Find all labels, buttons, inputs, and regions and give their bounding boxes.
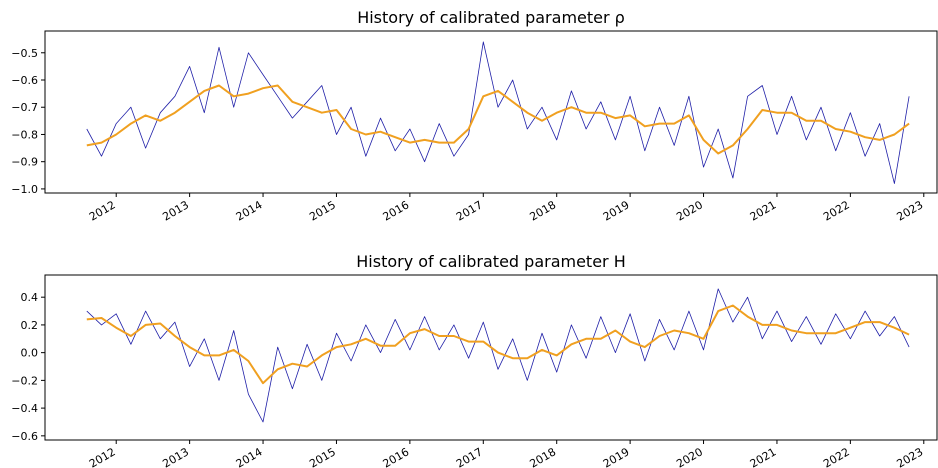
x-tick-label: 2022 (821, 198, 852, 223)
x-tick-label: 2018 (527, 198, 558, 223)
series-line (86, 304, 910, 385)
x-tick-label: 2014 (234, 445, 265, 468)
x-tick-label: 2019 (601, 445, 632, 468)
x-tick-label: 2015 (307, 198, 338, 223)
y-tick-label: −0.9 (11, 156, 38, 169)
series-line (86, 84, 910, 155)
x-tick-label: 2021 (748, 198, 779, 223)
x-tick-label: 2016 (381, 445, 412, 468)
x-tick-label: 2022 (821, 445, 852, 468)
x-tick-label: 2016 (381, 198, 412, 223)
x-tick-label: 2020 (674, 198, 705, 223)
x-tick-label: 2019 (601, 198, 632, 223)
series-line (86, 41, 910, 184)
y-tick-label: −0.5 (11, 47, 38, 60)
x-tick-label: 2020 (674, 445, 705, 468)
y-tick-label: −0.2 (11, 374, 38, 387)
y-tick-label: 0.0 (21, 347, 39, 360)
x-tick-label: 2013 (160, 445, 191, 468)
x-tick-label: 2018 (527, 445, 558, 468)
x-tick-label: 2012 (87, 445, 118, 468)
plot-frame (44, 30, 938, 194)
series-line (86, 288, 910, 423)
y-tick-label: −0.6 (11, 74, 38, 87)
y-tick-label: 0.2 (21, 319, 39, 332)
y-tick-label: −1.0 (11, 183, 38, 196)
chart-title: History of calibrated parameter H (356, 252, 626, 271)
x-tick-label: 2013 (160, 198, 191, 223)
x-tick-label: 2015 (307, 445, 338, 468)
y-tick-label: −0.4 (11, 402, 38, 415)
x-tick-label: 2017 (454, 198, 485, 223)
y-tick-label: −0.8 (11, 128, 38, 141)
x-tick-label: 2021 (748, 445, 779, 468)
y-tick-label: −0.6 (11, 430, 38, 443)
y-tick-label: 0.4 (21, 291, 39, 304)
chart-title: History of calibrated parameter ρ (357, 8, 625, 27)
x-tick-label: 2017 (454, 445, 485, 468)
x-tick-label: 2023 (895, 198, 926, 223)
x-tick-label: 2023 (895, 445, 926, 468)
plot-frame (44, 274, 938, 441)
x-tick-label: 2014 (234, 198, 265, 223)
x-tick-label: 2012 (87, 198, 118, 223)
y-tick-label: −0.7 (11, 101, 38, 114)
